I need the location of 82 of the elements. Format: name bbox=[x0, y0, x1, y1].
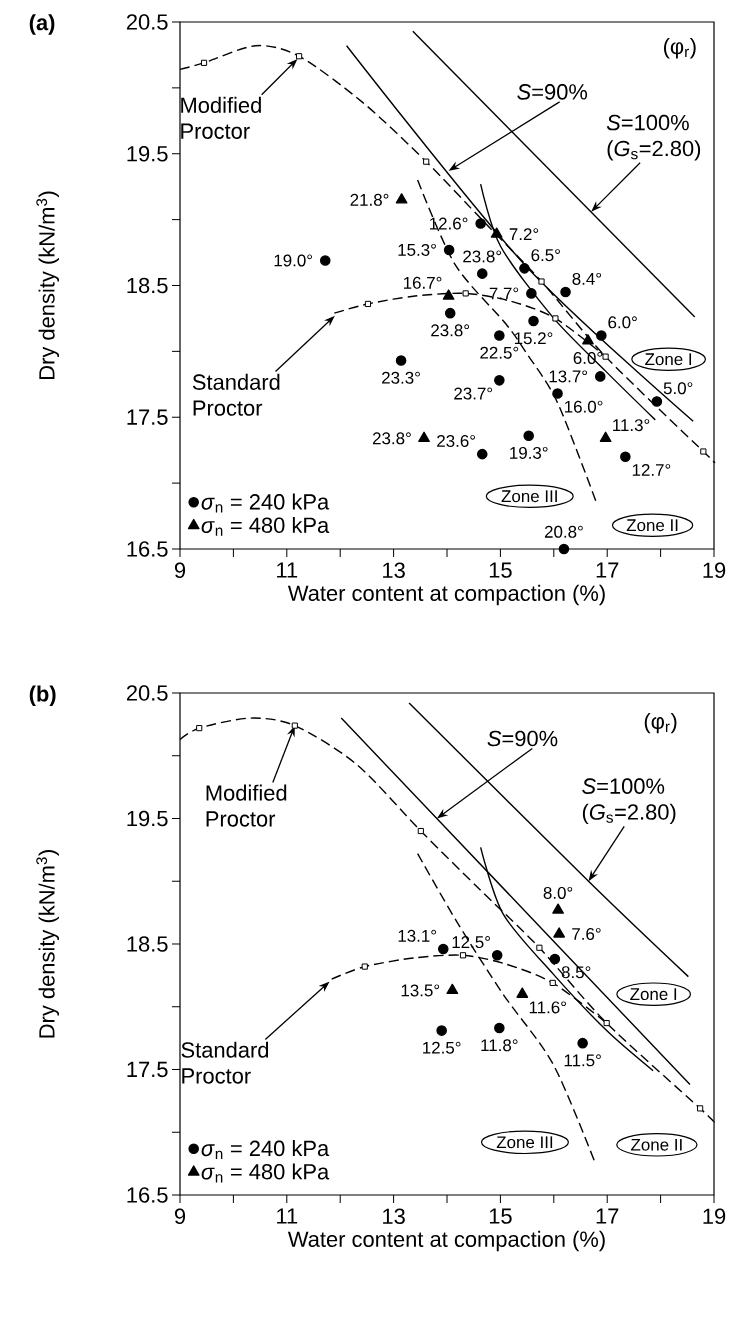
annotation: Standard Proctor bbox=[181, 1041, 269, 1084]
y-tick-label: 19.5 bbox=[127, 810, 168, 827]
annotation: 23.3° bbox=[382, 371, 420, 384]
annotation: 7.6° bbox=[572, 927, 601, 940]
annotation: S=100% (G$_{s}$=2.80) bbox=[606, 114, 701, 161]
annotation: S=100% (G$_{s}$=2.80) bbox=[582, 778, 676, 825]
annotation: Modified Proctor bbox=[181, 96, 261, 139]
annotation: 13.1° bbox=[398, 929, 437, 942]
annotation: (φ$_{r}$) bbox=[663, 38, 696, 59]
chart-title: (a) bbox=[29, 14, 55, 35]
y-tick-label: 20.5 bbox=[126, 685, 168, 701]
annotation: Zone II bbox=[631, 1138, 682, 1151]
annotation: 11.8° bbox=[481, 1039, 518, 1052]
annotation: 13.5° bbox=[401, 984, 440, 997]
y-tick-label: 17.5 bbox=[127, 1061, 168, 1078]
chart-title: (b) bbox=[29, 685, 56, 706]
annotation: 15.3° bbox=[398, 243, 436, 256]
annotation: 23.6° bbox=[437, 434, 476, 447]
annotation: 13.7° bbox=[549, 370, 588, 383]
y-tick-label: 20.5 bbox=[126, 14, 168, 30]
annotation: S=90% bbox=[487, 730, 558, 747]
legend-label: σ$_{n}$ = 240 kPa bbox=[201, 493, 330, 513]
x-tick-label: 17 bbox=[596, 1208, 619, 1224]
annotation: 11.6° bbox=[529, 1001, 566, 1014]
annotation: (φ$_{r}$) bbox=[644, 712, 677, 734]
y-tick-label: 17.5 bbox=[127, 409, 168, 425]
y-axis-title: Dry density (kN/m$^{3}$) bbox=[36, 850, 59, 1038]
annotation: 8.0° bbox=[543, 886, 573, 899]
annotation: 19.0° bbox=[274, 254, 313, 267]
annotation: 6.5° bbox=[531, 249, 560, 262]
annotation: 21.8° bbox=[350, 193, 389, 206]
annotation: Zone III bbox=[501, 490, 557, 503]
annotation: 16.0° bbox=[565, 400, 603, 413]
x-tick-label: 9 bbox=[174, 1208, 186, 1225]
annotation: Zone I bbox=[630, 988, 677, 1001]
y-tick-label: 19.5 bbox=[127, 145, 168, 162]
annotation: 5.0° bbox=[663, 382, 693, 395]
y-tick-label: 16.5 bbox=[127, 541, 168, 557]
x-tick-label: 11 bbox=[277, 1208, 298, 1224]
x-tick-label: 19 bbox=[703, 562, 726, 579]
annotation: Zone III bbox=[496, 1136, 553, 1149]
annotation: 12.6° bbox=[430, 217, 468, 230]
annotation: 7.7° bbox=[489, 287, 519, 300]
x-tick-label: 9 bbox=[174, 562, 186, 579]
y-tick-label: 18.5 bbox=[127, 936, 168, 952]
annotation: 11.5° bbox=[564, 1054, 601, 1067]
x-tick-label: 15 bbox=[489, 562, 512, 578]
annotation: S=90% bbox=[517, 84, 588, 100]
annotation: 11.3° bbox=[613, 419, 650, 432]
x-tick-label: 15 bbox=[489, 1208, 512, 1224]
x-tick-label: 11 bbox=[277, 562, 298, 578]
annotation: Zone II bbox=[626, 519, 678, 532]
y-axis-title: Dry density (kN/m$^{3}$) bbox=[36, 191, 59, 379]
annotation: Modified Proctor bbox=[206, 784, 287, 827]
annotation: 23.7° bbox=[454, 387, 493, 400]
annotation: 23.8° bbox=[431, 324, 470, 337]
annotation: 22.5° bbox=[480, 346, 519, 359]
legend-label: σ$_{n}$ = 480 kPa bbox=[201, 516, 330, 536]
annotation: 12.7° bbox=[632, 463, 671, 476]
annotation: 8.4° bbox=[572, 272, 602, 285]
annotation: 23.8° bbox=[463, 250, 502, 263]
annotation: 23.8° bbox=[372, 432, 411, 445]
legend-label: σ$_{n}$ = 480 kPa bbox=[201, 1163, 330, 1183]
annotation: 20.8° bbox=[544, 525, 583, 538]
annotation: 15.2° bbox=[514, 332, 553, 345]
annotation: 16.7° bbox=[403, 276, 442, 289]
annotation: 12.5° bbox=[452, 936, 490, 949]
annotation: 19.3° bbox=[510, 446, 548, 459]
x-tick-label: 13 bbox=[383, 1208, 405, 1225]
annotation: Zone I bbox=[645, 353, 692, 366]
annotation: 12.5° bbox=[423, 1041, 461, 1054]
y-tick-label: 16.5 bbox=[127, 1187, 168, 1203]
x-tick-label: 13 bbox=[383, 562, 405, 579]
x-axis-title: Water content at compaction (%) bbox=[287, 584, 605, 606]
x-tick-label: 19 bbox=[703, 1208, 726, 1225]
x-tick-label: 17 bbox=[596, 562, 619, 578]
annotation: 7.2° bbox=[509, 228, 539, 241]
y-tick-label: 18.5 bbox=[127, 277, 168, 294]
annotation: 6.0° bbox=[608, 316, 637, 329]
annotation: Standard Proctor bbox=[192, 373, 280, 416]
x-axis-title: Water content at compaction (%) bbox=[287, 1230, 605, 1252]
legend-label: σ$_{n}$ = 240 kPa bbox=[201, 1140, 330, 1160]
